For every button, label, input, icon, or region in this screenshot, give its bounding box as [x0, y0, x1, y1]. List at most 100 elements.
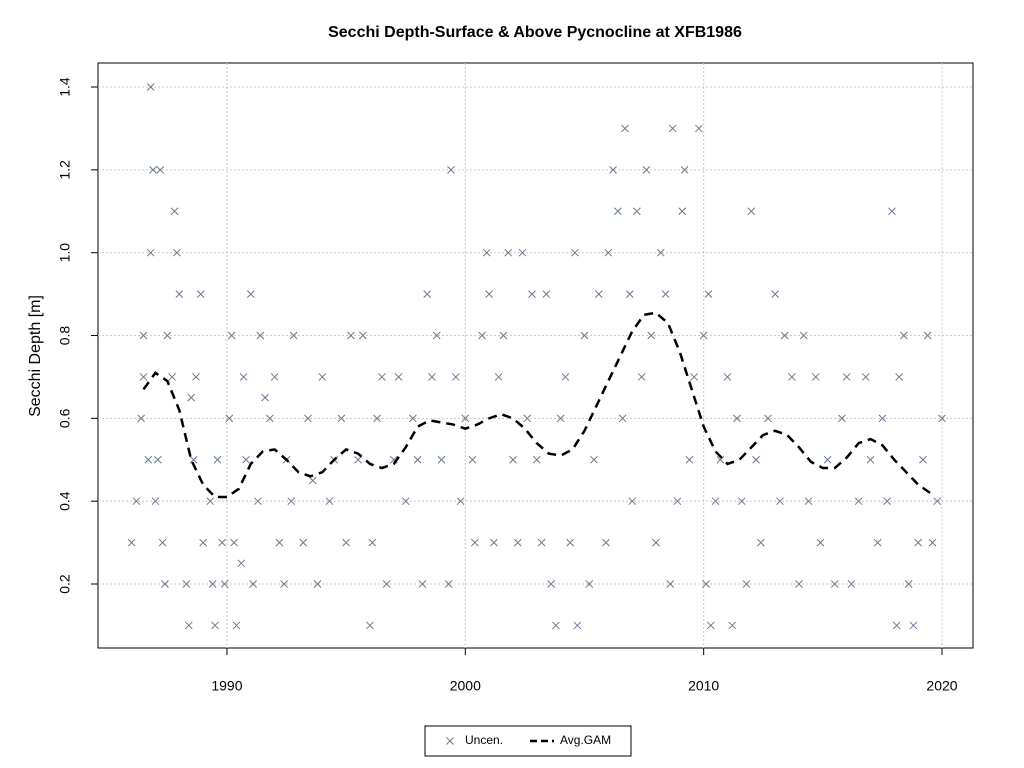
data-point [189, 455, 198, 464]
data-point [733, 414, 741, 423]
data-point [270, 373, 279, 381]
data-point [256, 331, 265, 340]
data-point [382, 580, 391, 588]
y-axis-label: Secchi Depth [m] [27, 295, 44, 417]
x-tick-label: 2020 [926, 678, 957, 694]
legend-symbol [446, 737, 454, 745]
data-point [704, 290, 713, 298]
data-point [347, 331, 355, 340]
data-point [499, 331, 508, 340]
data-point [456, 497, 465, 506]
data-point [211, 621, 219, 630]
data-point [325, 497, 334, 506]
data-point [163, 331, 172, 340]
data-point [556, 414, 565, 423]
data-point [861, 373, 870, 381]
data-point [161, 580, 169, 588]
data-point [175, 290, 184, 298]
data-point [532, 455, 541, 464]
data-point [609, 165, 617, 174]
data-point [213, 455, 222, 464]
data-point [716, 455, 725, 464]
data-point [909, 621, 918, 630]
data-point [156, 165, 165, 174]
data-point [261, 393, 269, 402]
data-point [542, 290, 551, 298]
data-point [437, 455, 446, 464]
data-point [146, 248, 155, 257]
data-point [149, 165, 157, 174]
data-point [127, 538, 136, 547]
data-point [168, 373, 176, 381]
data-point [192, 373, 200, 381]
x-tick-label: 1990 [211, 678, 242, 694]
data-point [633, 207, 641, 216]
data-point [299, 538, 308, 547]
data-point [182, 580, 191, 588]
data-point [878, 414, 887, 423]
data-point [482, 248, 491, 257]
data-point [680, 165, 689, 174]
data-point [656, 248, 665, 257]
data-point [764, 414, 772, 423]
data-point [468, 455, 477, 464]
data-point [747, 207, 756, 216]
data-point [618, 414, 627, 423]
data-point [888, 207, 896, 216]
data-point [418, 580, 427, 588]
data-point [895, 373, 903, 381]
data-point [830, 580, 839, 588]
data-point [594, 290, 603, 298]
data-point [394, 373, 403, 381]
data-point [378, 373, 386, 381]
data-point [289, 331, 298, 340]
data-point [304, 414, 312, 423]
data-point [225, 414, 234, 423]
data-point [227, 331, 236, 340]
data-point [308, 476, 317, 485]
data-point [230, 538, 238, 547]
data-point [776, 497, 784, 506]
data-point [787, 373, 796, 381]
data-point [642, 165, 651, 174]
data-point [318, 373, 327, 381]
data-point [254, 497, 262, 506]
plot-frame [97, 62, 974, 649]
data-point [580, 331, 589, 340]
data-point [699, 331, 708, 340]
data-point [461, 414, 470, 423]
data-point [470, 538, 479, 547]
data-point [737, 497, 746, 506]
data-point [668, 124, 677, 133]
data-point [509, 455, 517, 464]
data-point [866, 455, 875, 464]
data-point [816, 538, 825, 547]
data-point [196, 290, 205, 298]
data-point [652, 538, 660, 547]
data-point [613, 207, 622, 216]
data-point [661, 290, 670, 298]
y-tick-label: 1.0 [57, 243, 73, 263]
data-point [571, 248, 579, 257]
data-point [184, 621, 193, 630]
data-point [432, 331, 441, 340]
data-point [237, 559, 246, 568]
x-tick-label: 2000 [450, 678, 481, 694]
x-tick-label: 2010 [688, 678, 719, 694]
data-point [602, 538, 610, 547]
data-point [151, 497, 160, 506]
data-point [513, 538, 522, 547]
data-point [690, 373, 698, 381]
data-point [900, 331, 908, 340]
data-point [673, 497, 682, 506]
y-tick-label: 1.2 [57, 160, 73, 180]
data-point [604, 248, 613, 257]
data-point [423, 290, 432, 298]
data-point [478, 331, 486, 340]
data-point [485, 290, 493, 298]
data-point [206, 497, 215, 506]
data-point [337, 414, 346, 423]
data-point [158, 538, 167, 547]
data-point [220, 580, 229, 588]
